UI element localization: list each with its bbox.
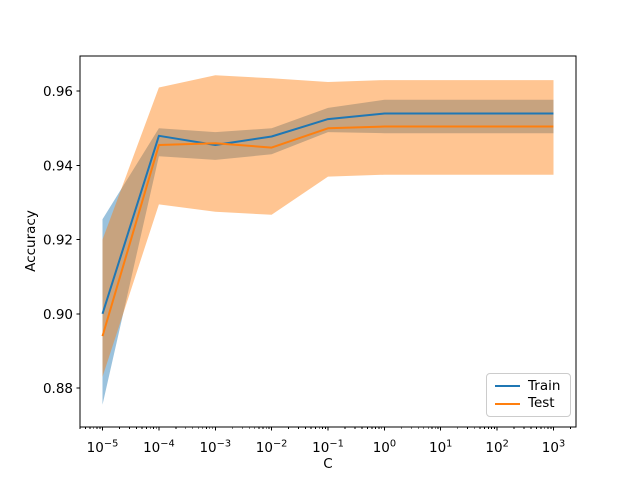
x-tick-label: 10−3	[199, 439, 231, 457]
x-tick-label: 10−1	[312, 439, 344, 457]
x-tick-label: 10−2	[256, 439, 288, 457]
train-std-band	[102, 99, 554, 405]
y-tick-label: 0.94	[43, 158, 73, 174]
test-line	[101, 125, 554, 337]
y-tick-label: 0.92	[43, 233, 73, 249]
y-tick-label: 0.90	[43, 307, 73, 323]
x-tick-label: 103	[542, 439, 565, 457]
y-axis-label: Accuracy	[23, 210, 39, 272]
test-line-swatch	[495, 402, 520, 405]
legend: Train Test	[486, 373, 571, 417]
train-line-swatch	[495, 385, 520, 388]
legend-entry-test: Test	[495, 394, 562, 411]
y-tick-label: 0.96	[43, 84, 73, 100]
legend-label-train: Train	[528, 377, 561, 394]
x-tick-label: 100	[373, 439, 396, 457]
x-tick-label: 10−4	[143, 439, 175, 457]
legend-label-test: Test	[528, 394, 555, 411]
legend-entry-train: Train	[495, 377, 562, 394]
y-tick-label: 0.88	[43, 381, 73, 397]
test-std-band	[102, 75, 554, 377]
x-tick-label: 102	[485, 439, 508, 457]
x-axis-label: C	[323, 456, 333, 472]
train-line	[101, 112, 554, 315]
x-tick-label: 101	[429, 439, 452, 457]
x-tick-label: 10−5	[87, 439, 119, 457]
